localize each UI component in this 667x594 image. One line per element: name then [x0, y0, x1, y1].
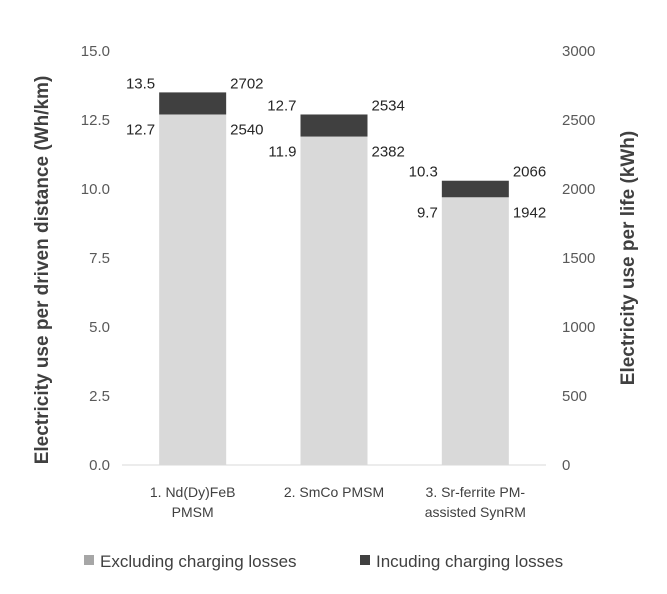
bar-excluding-losses — [300, 136, 368, 465]
data-label-including: 12.7 — [267, 97, 296, 114]
data-label-excluding: 9.7 — [417, 204, 438, 221]
data-label-including: 13.5 — [126, 75, 155, 92]
data-label-excluding-kwh: 2382 — [372, 144, 405, 161]
bar-including-losses — [300, 114, 368, 137]
y2-tick-label: 1500 — [562, 250, 595, 267]
data-label-excluding: 11.9 — [268, 144, 296, 161]
legend: Excluding charging losses Incuding chargi… — [84, 552, 563, 571]
y-tick-label: 12.5 — [81, 112, 110, 129]
data-label-including-kwh: 2534 — [372, 97, 405, 114]
category-label: 3. Sr-ferrite PM- — [426, 484, 526, 500]
y2-tick-label: 0 — [562, 457, 570, 474]
data-label-including-kwh: 2066 — [513, 164, 546, 181]
y2-tick-label: 2000 — [562, 181, 595, 198]
bar-excluding-losses — [159, 114, 227, 465]
data-label-excluding: 12.7 — [126, 121, 155, 138]
y-tick-label: 0.0 — [89, 457, 110, 474]
plot-area: 0.0 2.5 5.0 7.5 10.0 12.5 15.0 0 500 1000 1500 2000… — [81, 43, 596, 520]
category-label: 2. SmCo PMSM — [284, 484, 384, 500]
category-label: PMSM — [172, 504, 214, 520]
y-tick-label: 10.0 — [81, 181, 110, 198]
category-label: assisted SynRM — [425, 504, 526, 520]
legend-swatch — [360, 555, 370, 565]
y2-tick-label: 3000 — [562, 43, 595, 60]
y2-tick-label: 500 — [562, 388, 587, 405]
bar-including-losses — [441, 180, 509, 198]
data-label-excluding-kwh: 1942 — [513, 204, 546, 221]
legend-label: Excluding charging losses — [100, 552, 297, 571]
y-tick-label: 5.0 — [89, 319, 110, 336]
y-tick-label: 7.5 — [89, 250, 110, 267]
y-tick-label: 15.0 — [81, 43, 110, 60]
y-axis-title: Electricity use per driven distance (Wh/… — [32, 76, 53, 465]
y2-tick-label: 2500 — [562, 112, 595, 129]
legend-label: Incuding charging losses — [376, 552, 563, 571]
data-label-including-kwh: 2702 — [230, 75, 263, 92]
legend-swatch — [84, 555, 94, 565]
bar-including-losses — [159, 92, 227, 115]
data-label-including: 10.3 — [409, 164, 438, 181]
y2-axis-title: Electricity use per life (kWh) — [618, 131, 639, 385]
y-tick-label: 2.5 — [89, 388, 110, 405]
data-label-excluding-kwh: 2540 — [230, 121, 263, 138]
bar-excluding-losses — [441, 197, 509, 465]
y2-tick-label: 1000 — [562, 319, 595, 336]
category-label: 1. Nd(Dy)FeB — [150, 484, 236, 500]
